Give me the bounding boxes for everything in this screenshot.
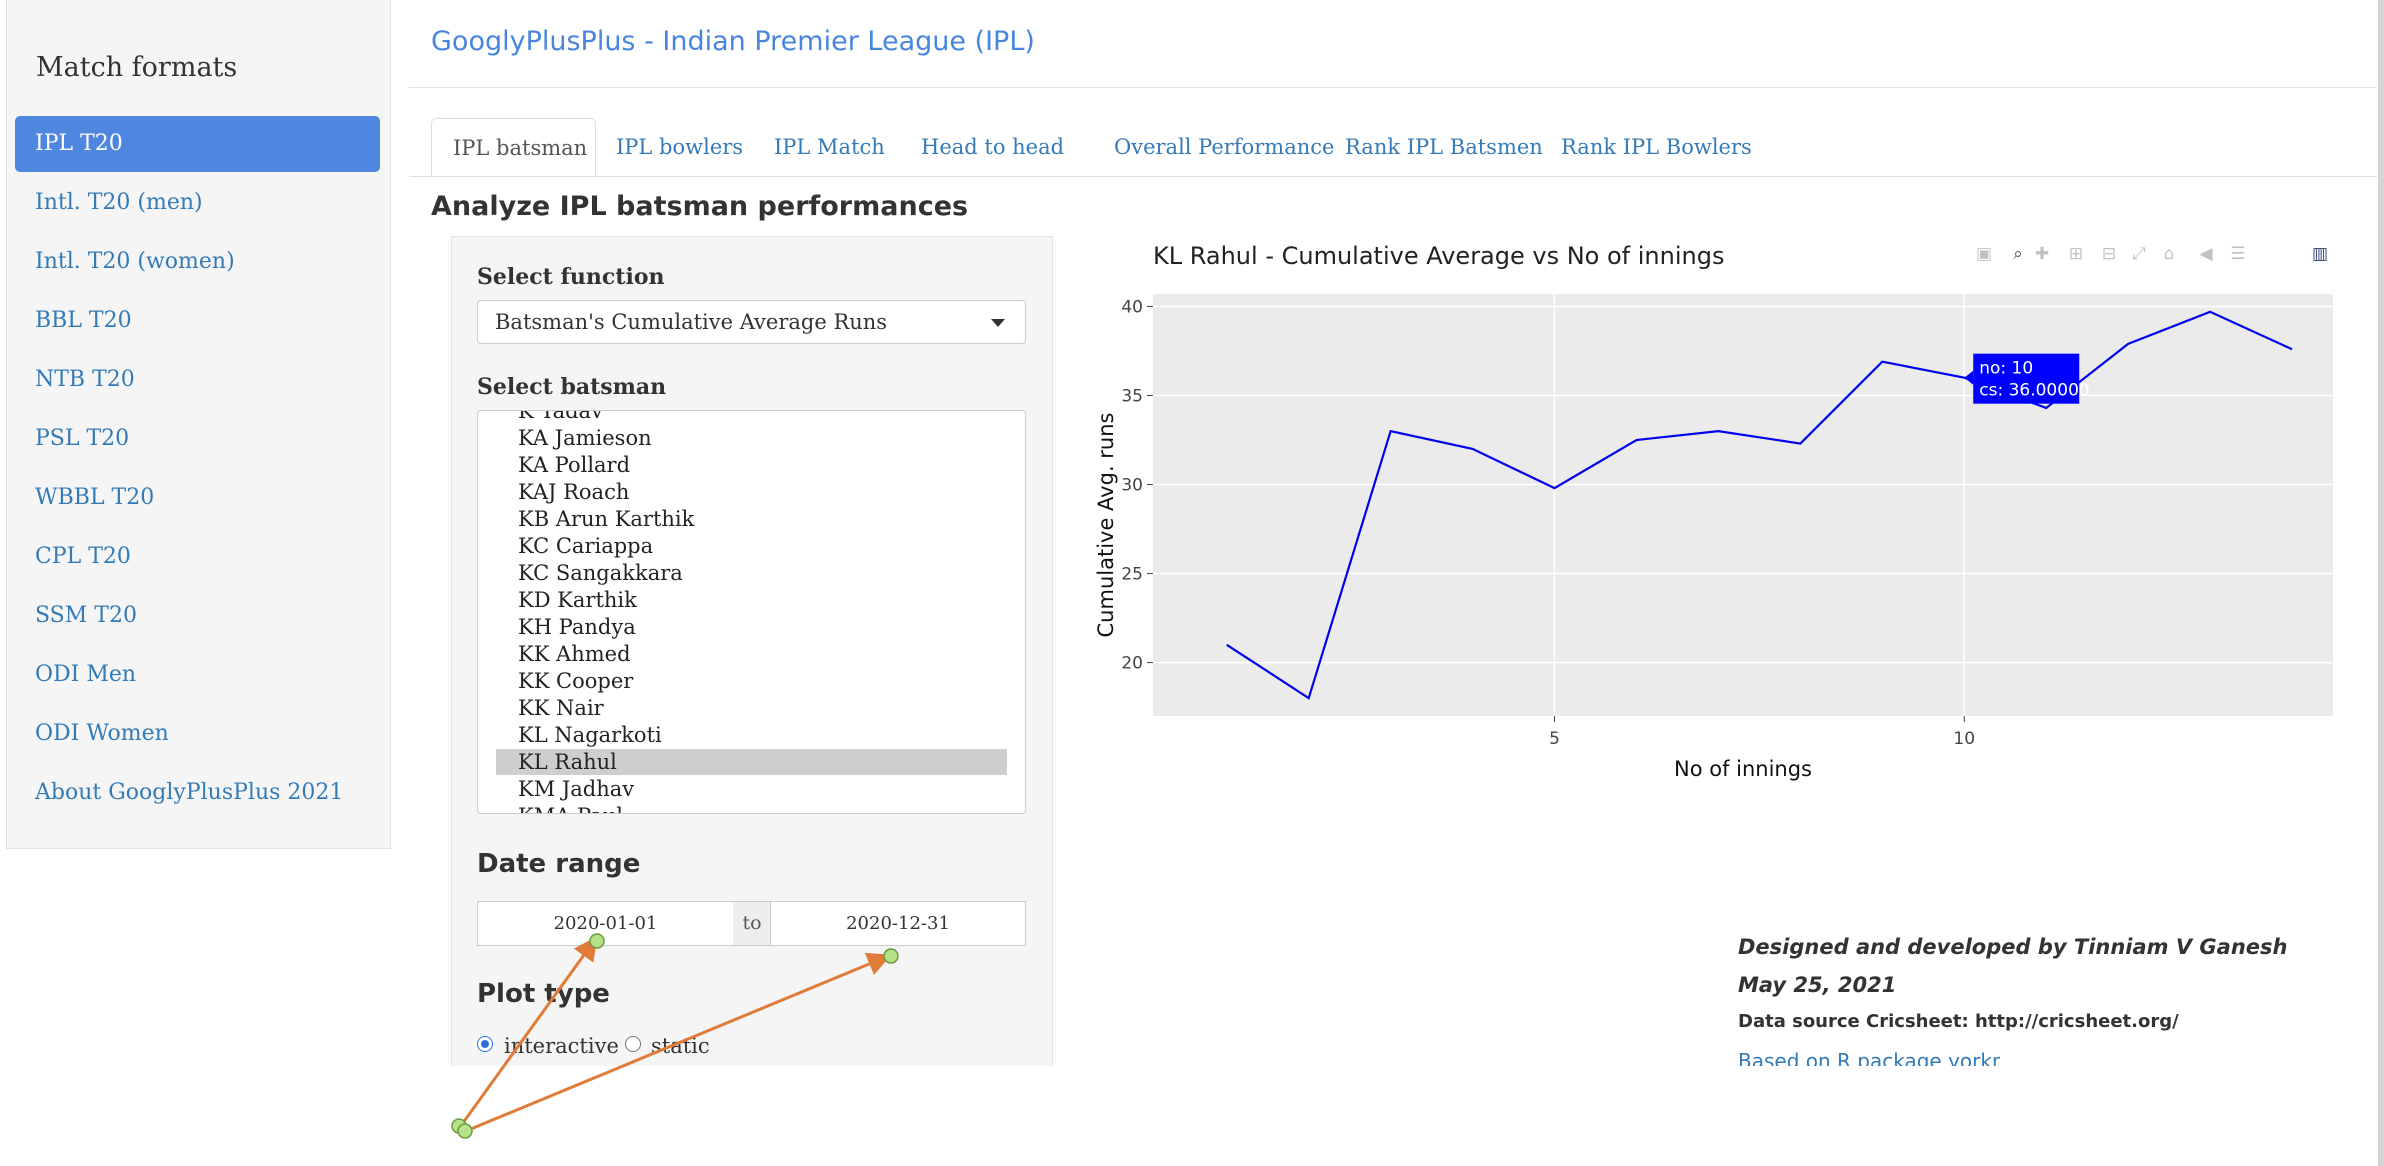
reset-axes-icon[interactable]: ⌂	[2163, 244, 2175, 264]
batsman-option[interactable]: KA Jamieson	[518, 426, 652, 450]
batsman-option[interactable]: KK Nair	[518, 696, 604, 720]
annotation-dot	[883, 948, 899, 964]
y-tick-label: 30	[1121, 476, 1143, 496]
y-axis-label: Cumulative Avg. runs	[1094, 413, 1118, 638]
chevron-down-icon	[991, 319, 1005, 327]
sidebar-item-about-googlyplusplus-2021[interactable]: About GooglyPlusPlus 2021	[35, 780, 344, 805]
sidebar-title: Match formats	[36, 52, 238, 83]
sidebar-item-ntb-t20[interactable]: NTB T20	[35, 367, 135, 392]
batsman-option[interactable]: KL Rahul	[496, 749, 1007, 775]
cumulative-average-chart[interactable]: 20 25 30 35 40 5 10 No of innings Cumulative Avg…	[1080, 280, 2350, 800]
package-link-text[interactable]: Based on R package yorkr	[1738, 1049, 2001, 1066]
batsman-option[interactable]: KD Karthik	[518, 588, 637, 612]
pan-icon[interactable]: ✚	[2034, 244, 2050, 264]
chart-title: KL Rahul - Cumulative Average vs No of i…	[1153, 242, 1725, 270]
x-tick-label: 10	[1953, 729, 1975, 749]
batsman-option[interactable]: KC Sangakkara	[518, 561, 683, 585]
function-select[interactable]: Batsman's Cumulative Average Runs	[477, 300, 1026, 344]
sidebar-item-intl-t20-men[interactable]: Intl. T20 (men)	[35, 190, 203, 215]
sidebar-item-cpl-t20[interactable]: CPL T20	[35, 544, 131, 569]
app-title: GooglyPlusPlus - Indian Premier League (…	[431, 26, 1035, 57]
plot-modebar: ▣ ⌕ ✚ ⊞ ⊟ ⤢ ⌂ ◀ ☰ ▥	[1974, 244, 2340, 264]
batsman-option[interactable]: KH Pandya	[518, 615, 636, 639]
tabs-divider	[409, 176, 2377, 177]
sidebar-item-bbl-t20[interactable]: BBL T20	[35, 308, 132, 333]
plotly-logo-icon[interactable]: ▥	[2311, 244, 2329, 264]
zoom-icon[interactable]: ⌕	[2013, 244, 2023, 264]
zoom-in-icon[interactable]: ⊞	[2068, 244, 2084, 264]
tab-ipl-batsman[interactable]: IPL batsman	[431, 118, 596, 177]
hover-closest-icon[interactable]: ◀	[2199, 244, 2213, 264]
tab-rank-ipl-bowlers[interactable]: Rank IPL Bowlers	[1561, 135, 1752, 159]
batsman-option[interactable]: K Yadav	[518, 410, 603, 423]
section-title: Analyze IPL batsman performances	[431, 191, 969, 222]
page-blank-area	[392, 1066, 2378, 1166]
plot-type-label: Plot type	[477, 979, 610, 1009]
package-link[interactable]: Based on R package yorkr	[1738, 1049, 2000, 1066]
select-batsman-label: Select batsman	[477, 374, 667, 400]
annotation-arrow	[465, 952, 892, 1133]
batsman-option[interactable]: KM Jadhav	[518, 777, 635, 801]
sidebar-item-wbbl-t20[interactable]: WBBL T20	[35, 485, 155, 510]
page-scrollbar[interactable]	[2378, 0, 2384, 1166]
tab-overall-performance[interactable]: Overall Performance	[1114, 135, 1335, 159]
annotation-dot	[589, 933, 605, 949]
tab-ipl-match[interactable]: IPL Match	[774, 135, 885, 159]
zoom-out-icon[interactable]: ⊟	[2101, 244, 2117, 264]
annotation-dot	[457, 1123, 473, 1139]
function-select-value: Batsman's Cumulative Average Runs	[495, 310, 888, 334]
tab-ipl-bowlers[interactable]: IPL bowlers	[616, 135, 744, 159]
tab-head-to-head[interactable]: Head to head	[921, 135, 1065, 159]
tooltip-line1: no: 10	[1979, 359, 2033, 379]
tooltip-pointer	[1964, 370, 1974, 385]
tooltip-line2: cs: 36.00000	[1979, 381, 2089, 401]
radio-static[interactable]	[625, 1036, 641, 1052]
batsman-option[interactable]: KAJ Roach	[518, 480, 630, 504]
sidebar-item-ssm-t20[interactable]: SSM T20	[35, 603, 137, 628]
footer-date: May 25, 2021	[1738, 973, 1897, 997]
series-line[interactable]	[1226, 310, 2293, 700]
footer-designed-by: Designed and developed by Tinniam V Gane…	[1738, 935, 2288, 959]
y-tick-label: 35	[1121, 386, 1143, 406]
sidebar-item-ipl-t20[interactable]: IPL T20	[15, 116, 380, 172]
header-divider	[409, 87, 2377, 88]
y-tick-label: 25	[1121, 565, 1143, 585]
y-tick-label: 20	[1121, 654, 1143, 674]
radio-static-label[interactable]: static	[651, 1034, 710, 1058]
annotation-arrow	[458, 936, 598, 1128]
batsman-option[interactable]: KL Nagarkoti	[518, 723, 662, 747]
select-function-label: Select function	[477, 264, 665, 290]
date-range-label: Date range	[477, 849, 641, 879]
hover-compare-icon[interactable]: ☰	[2230, 244, 2246, 264]
tab-bar: IPL batsman IPL bowlers IPL Match Head to h…	[431, 118, 2377, 177]
date-end-input[interactable]: 2020-12-31	[770, 901, 1026, 946]
plot-area[interactable]	[1153, 294, 2333, 716]
tooltip-box	[1973, 353, 2080, 404]
camera-icon[interactable]: ▣	[1975, 244, 1993, 264]
footer-data-source: Data source Cricsheet: http://cricsheet.…	[1738, 1011, 2179, 1032]
x-tick-label: 5	[1549, 729, 1560, 749]
radio-interactive[interactable]	[477, 1036, 493, 1052]
sidebar-item-odi-men[interactable]: ODI Men	[35, 662, 137, 687]
batsman-option[interactable]: KMA Paul	[496, 803, 1007, 813]
batsman-listbox[interactable]: K Yadav KA Jamieson KA Pollard KAJ Roach KB …	[477, 410, 1026, 814]
batsman-option[interactable]: KK Ahmed	[518, 642, 631, 666]
sidebar-item-intl-t20-women[interactable]: Intl. T20 (women)	[35, 249, 235, 274]
date-range-separator: to	[733, 901, 771, 946]
sidebar-item-psl-t20[interactable]: PSL T20	[35, 426, 130, 451]
date-start-input[interactable]: 2020-01-01	[477, 901, 734, 946]
x-axis-label: No of innings	[1674, 757, 1812, 781]
y-tick-label: 40	[1121, 297, 1143, 317]
batsman-option[interactable]: KK Cooper	[518, 669, 634, 693]
batsman-option[interactable]: KC Cariappa	[518, 534, 654, 558]
batsman-option[interactable]: KB Arun Karthik	[518, 507, 695, 531]
batsman-option[interactable]: KA Pollard	[518, 453, 631, 477]
sidebar-item-odi-women[interactable]: ODI Women	[35, 721, 169, 746]
autoscale-icon[interactable]: ⤢	[2132, 244, 2146, 264]
tab-rank-ipl-batsmen[interactable]: Rank IPL Batsmen	[1345, 135, 1543, 159]
